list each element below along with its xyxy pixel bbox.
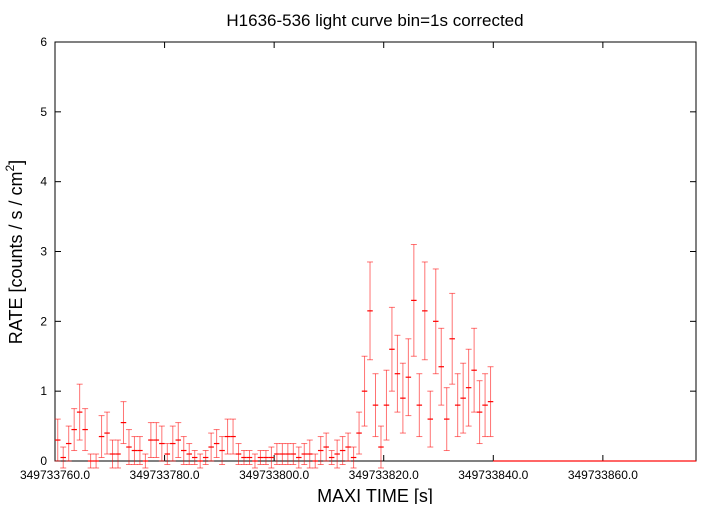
y-tick-label: 3 bbox=[40, 245, 47, 259]
y-label-main: RATE [counts / s / cm bbox=[6, 171, 26, 344]
y-label-sup: 2 bbox=[3, 164, 17, 171]
y-label-end: ] bbox=[6, 160, 26, 165]
x-tick-label: 349733800.0 bbox=[239, 468, 309, 482]
y-tick-label: 6 bbox=[40, 35, 47, 49]
x-tick-label: 349733840.0 bbox=[458, 468, 528, 482]
x-tick-label: 349733780.0 bbox=[130, 468, 200, 482]
x-tick-label: 349733820.0 bbox=[349, 468, 419, 482]
y-axis-label: RATE [counts / s / cm2] bbox=[3, 160, 26, 344]
x-tick-label: 349733860.0 bbox=[568, 468, 638, 482]
y-tick-label: 4 bbox=[40, 175, 47, 189]
y-tick-label: 5 bbox=[40, 105, 47, 119]
x-axis-label: MAXI TIME [s] bbox=[317, 486, 433, 504]
y-tick-label: 1 bbox=[40, 384, 47, 398]
y-tick-label: 2 bbox=[40, 314, 47, 328]
chart-title: H1636-536 light curve bin=1s corrected bbox=[226, 11, 523, 30]
x-tick-label: 349733760.0 bbox=[20, 468, 90, 482]
y-tick-label: 0 bbox=[40, 454, 47, 468]
